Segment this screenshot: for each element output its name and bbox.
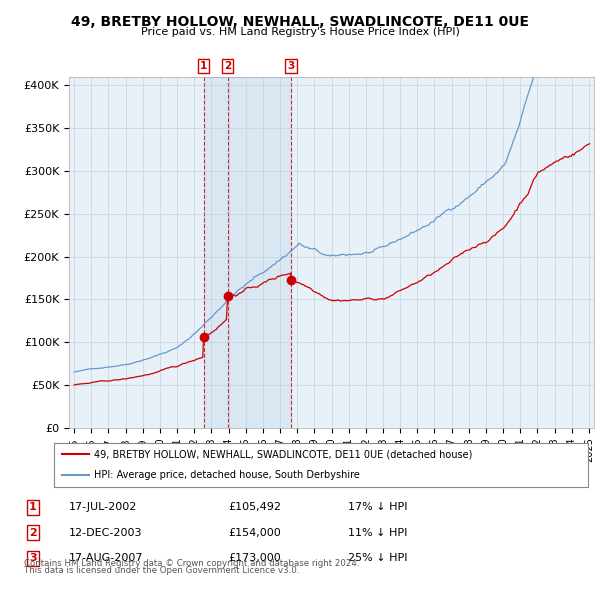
Text: 17% ↓ HPI: 17% ↓ HPI [348,503,407,513]
Text: £105,492: £105,492 [228,503,281,513]
Text: 1: 1 [200,61,207,71]
Text: 17-JUL-2002: 17-JUL-2002 [69,503,137,513]
Text: Contains HM Land Registry data © Crown copyright and database right 2024.: Contains HM Land Registry data © Crown c… [24,559,359,568]
Bar [203,77,291,428]
Text: £154,000: £154,000 [228,528,281,538]
Text: HPI: Average price, detached house, South Derbyshire: HPI: Average price, detached house, Sout… [94,470,360,480]
Text: 49, BRETBY HOLLOW, NEWHALL, SWADLINCOTE, DE11 0UE: 49, BRETBY HOLLOW, NEWHALL, SWADLINCOTE,… [71,15,529,29]
Text: 17-AUG-2007: 17-AUG-2007 [69,553,143,563]
Text: 2: 2 [224,61,232,71]
Text: 49, BRETBY HOLLOW, NEWHALL, SWADLINCOTE, DE11 0UE (detached house): 49, BRETBY HOLLOW, NEWHALL, SWADLINCOTE,… [94,450,472,460]
Text: Price paid vs. HM Land Registry's House Price Index (HPI): Price paid vs. HM Land Registry's House … [140,27,460,37]
Text: This data is licensed under the Open Government Licence v3.0.: This data is licensed under the Open Gov… [24,566,299,575]
Text: £173,000: £173,000 [228,553,281,563]
Text: 2: 2 [29,528,37,538]
Text: 3: 3 [29,553,37,563]
Text: 12-DEC-2003: 12-DEC-2003 [69,528,143,538]
Text: 3: 3 [287,61,295,71]
Text: 11% ↓ HPI: 11% ↓ HPI [348,528,407,538]
Text: 1: 1 [29,503,37,513]
Text: 25% ↓ HPI: 25% ↓ HPI [348,553,407,563]
